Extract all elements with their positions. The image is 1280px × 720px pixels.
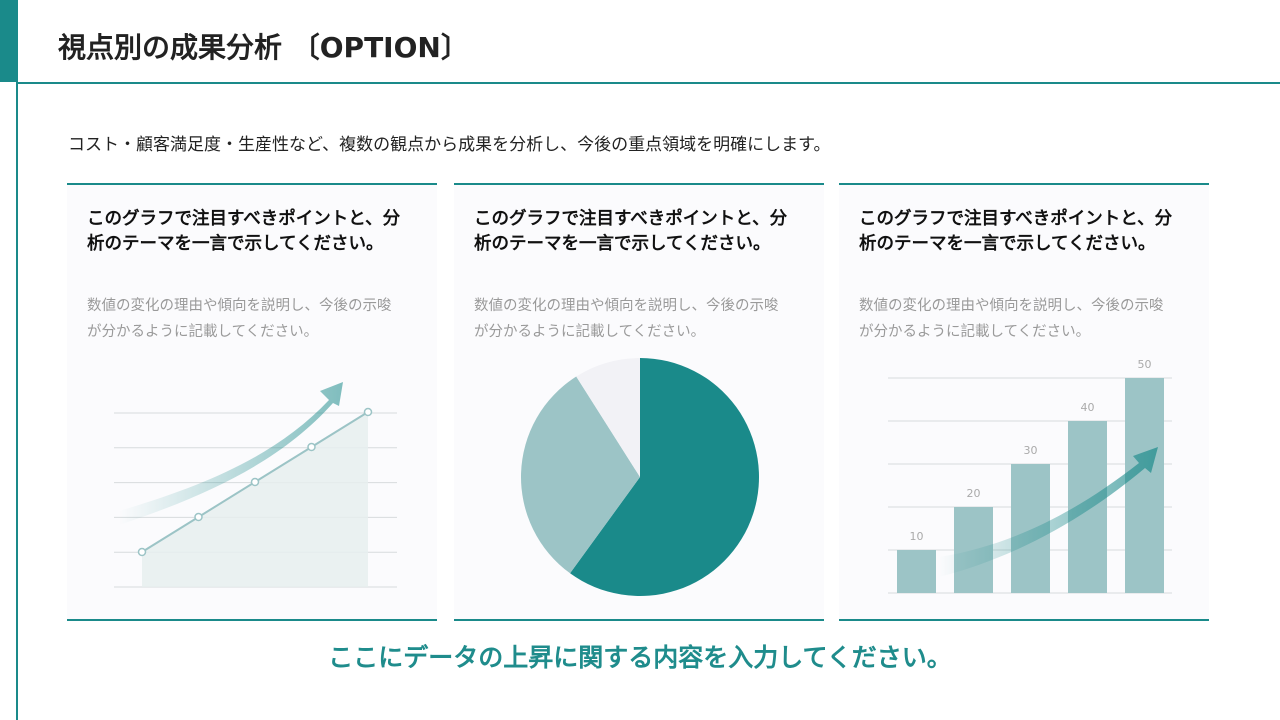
bar-chart: 10 20 30 40 50 [888, 358, 1172, 594]
card-heading: このグラフで注目すべきポイントと、分析のテーマを一言で示してください。 [87, 209, 401, 254]
card-description: 数値の変化の理由や傾向を説明し、今後の示唆が分かるように記載してください。 [859, 298, 1164, 340]
data-point [250, 477, 260, 487]
area-fill [142, 412, 368, 587]
pie-chart [521, 358, 759, 596]
bar-value-label: 10 [910, 530, 924, 543]
analysis-card-2: このグラフで注目すべきポイントと、分析のテーマを一言で示してください。 数値の変… [454, 183, 824, 621]
area-line-chart [114, 382, 397, 588]
bar-value-label: 50 [1138, 358, 1152, 371]
pie-slice [570, 358, 759, 596]
bar [1125, 378, 1164, 593]
card-description: 数値の変化の理由や傾向を説明し、今後の示唆が分かるように記載してください。 [87, 298, 392, 340]
bar-value-label: 30 [1024, 444, 1038, 457]
conclusion-text: ここにデータの上昇に関する内容を入力してください。 [328, 643, 952, 672]
card-heading: このグラフで注目すべきポイントと、分析のテーマを一言で示してください。 [859, 209, 1173, 254]
bar-value-label: 40 [1081, 401, 1095, 414]
bar-value-label: 20 [967, 487, 981, 500]
data-point [137, 547, 147, 557]
analysis-card-1: このグラフで注目すべきポイントと、分析のテーマを一言で示してください。 数値の変… [67, 183, 437, 621]
header-divider [16, 82, 1280, 84]
data-point [307, 442, 316, 452]
bar [897, 550, 936, 593]
header-accent-block [0, 0, 18, 82]
card-description: 数値の変化の理由や傾向を説明し、今後の示唆が分かるように記載してください。 [474, 298, 779, 340]
data-point [363, 407, 373, 417]
trend-arrow [939, 447, 1158, 577]
analysis-card-3: 10 20 30 40 50 このグラフで注目すべきポイントと、分析のテーマを一言で示し… [839, 183, 1209, 621]
card-heading: このグラフで注目すべきポイントと、分析のテーマを一言で示してください。 [474, 209, 788, 254]
data-point [194, 512, 203, 522]
pie-slice [576, 358, 640, 477]
pie-slice [521, 376, 640, 574]
page-title: 視点別の成果分析 〔OPTION〕 [58, 31, 469, 64]
trend-arrow [119, 382, 343, 525]
intro-text: コスト・顧客満足度・生産性など、複数の観点から成果を分析し、今後の重点領域を明確… [68, 135, 831, 155]
left-border-rule [16, 82, 18, 720]
